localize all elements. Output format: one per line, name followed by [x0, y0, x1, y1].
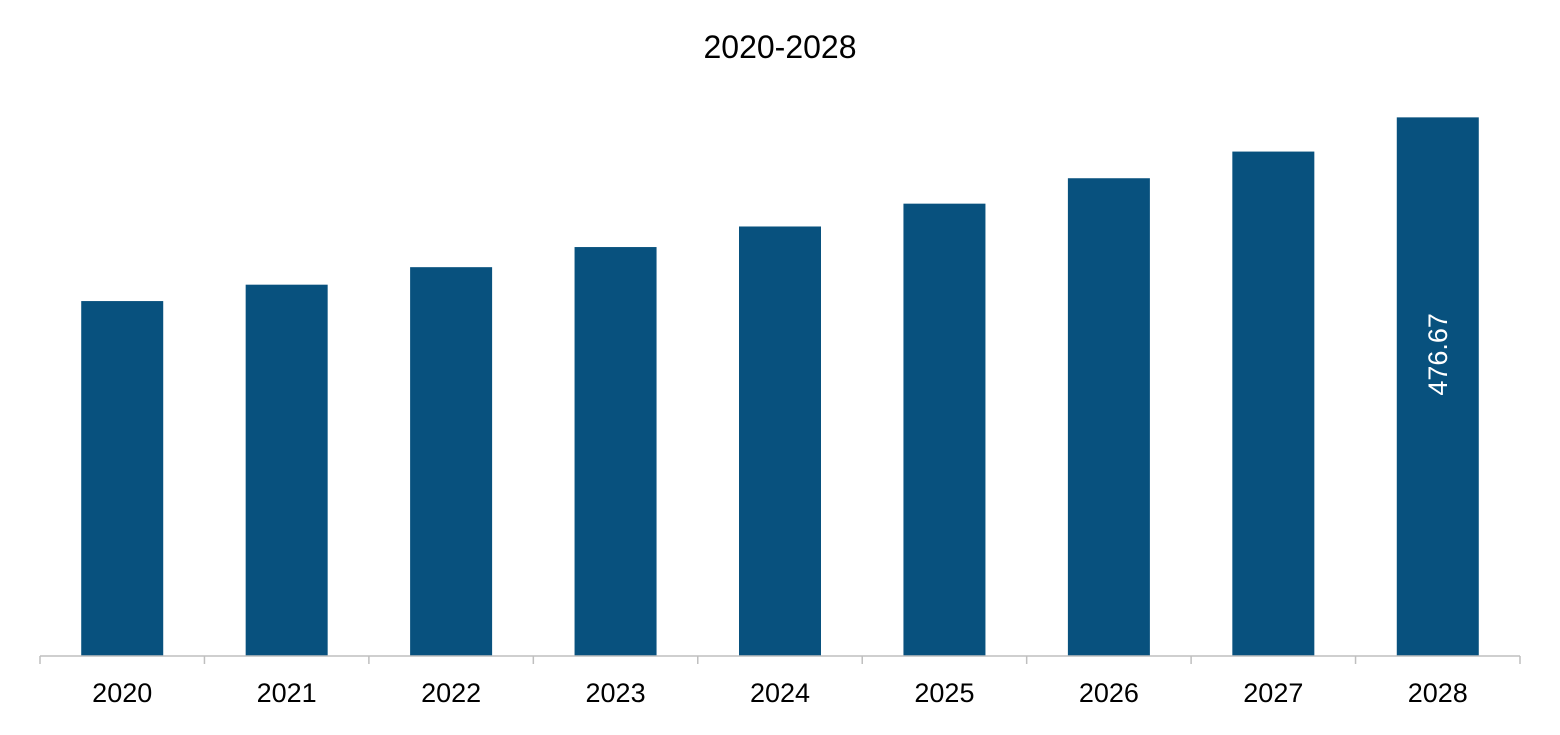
x-tick-label: 2027 — [1243, 678, 1303, 708]
bar-2028 — [1396, 117, 1479, 656]
x-tick-labels: 2020 2021 2022 2023 2024 2025 2026 2027 2028 — [92, 678, 1468, 708]
data-label-2028: 476.67 — [1423, 313, 1453, 396]
x-tick-label: 2026 — [1079, 678, 1139, 708]
bar-2021 — [245, 284, 328, 656]
bar-2020 — [81, 301, 164, 656]
x-tick-label: 2024 — [750, 678, 810, 708]
x-tick-label: 2022 — [421, 678, 481, 708]
x-tick-label: 2020 — [92, 678, 152, 708]
x-tick-label: 2021 — [257, 678, 317, 708]
bar-2027 — [1232, 151, 1315, 656]
bar-2026 — [1067, 178, 1150, 656]
x-axis — [39, 655, 1521, 664]
chart-title: 2020-2028 — [703, 29, 856, 65]
bar-2024 — [739, 226, 821, 656]
x-tick-label: 2028 — [1408, 678, 1468, 708]
data-labels: 476.67 — [1423, 313, 1453, 396]
bars-layer — [81, 117, 1479, 657]
bar-2022 — [410, 267, 493, 656]
bar-2025 — [903, 203, 986, 656]
x-tick-label: 2023 — [586, 678, 646, 708]
bar-2023 — [574, 247, 657, 657]
x-tick-label: 2025 — [914, 678, 974, 708]
